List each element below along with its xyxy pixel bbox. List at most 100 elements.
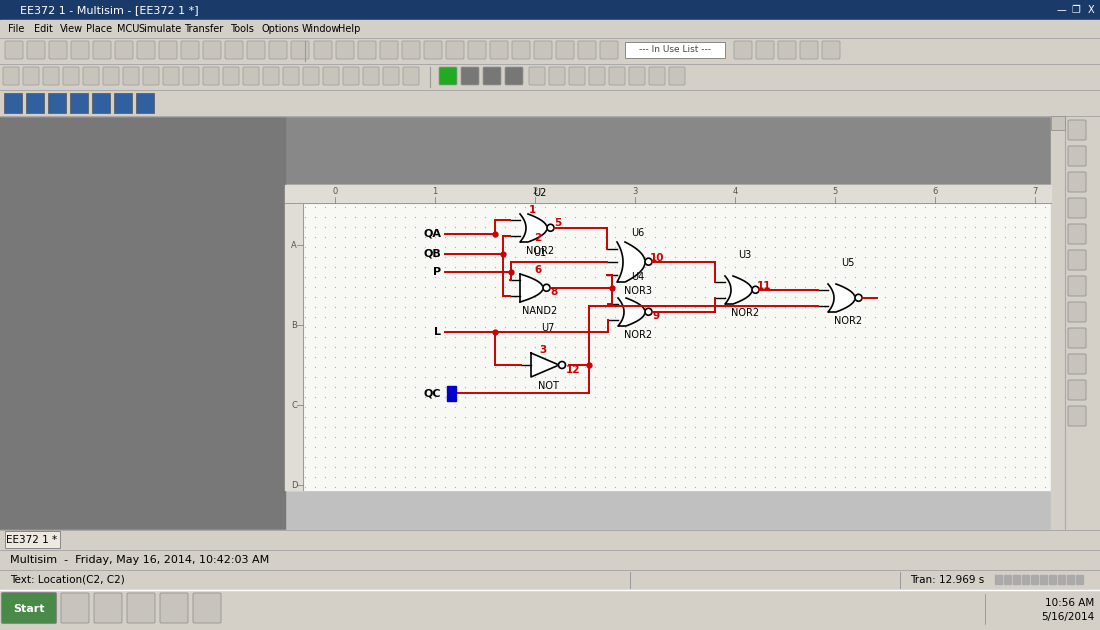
Point	[476, 202, 494, 212]
Point	[997, 332, 1014, 342]
Point	[916, 362, 934, 372]
Point	[706, 412, 724, 422]
Point	[466, 352, 484, 362]
Point	[526, 322, 543, 332]
Point	[316, 262, 333, 272]
Point	[856, 442, 873, 452]
Point	[966, 212, 983, 222]
Point	[306, 202, 323, 212]
Point	[866, 282, 883, 292]
Point	[1016, 422, 1034, 432]
Point	[777, 262, 794, 272]
Point	[376, 282, 394, 292]
Point	[657, 262, 674, 272]
FancyBboxPatch shape	[94, 41, 111, 59]
Point	[667, 422, 684, 432]
Point	[1006, 472, 1024, 482]
Point	[416, 302, 433, 312]
Point	[896, 292, 914, 302]
Point	[296, 232, 314, 242]
Point	[906, 412, 924, 422]
Point	[987, 252, 1004, 262]
Point	[736, 482, 754, 492]
Point	[616, 422, 634, 432]
Point	[536, 252, 553, 262]
Point	[676, 392, 694, 402]
Point	[466, 372, 484, 382]
Point	[946, 462, 964, 472]
Point	[746, 332, 763, 342]
FancyBboxPatch shape	[363, 67, 379, 85]
Point	[686, 452, 704, 462]
Point	[396, 202, 414, 212]
Point	[466, 462, 484, 472]
Bar	[114, 93, 132, 113]
Point	[657, 242, 674, 252]
Point	[626, 332, 644, 342]
Point	[576, 352, 594, 362]
Point	[726, 452, 744, 462]
Point	[366, 292, 384, 302]
Point	[337, 472, 354, 482]
Point	[966, 272, 983, 282]
Point	[576, 402, 594, 412]
Point	[657, 392, 674, 402]
Point	[576, 302, 594, 312]
Point	[476, 352, 494, 362]
Point	[696, 382, 714, 392]
Point	[856, 352, 873, 362]
Point	[686, 212, 704, 222]
Text: L: L	[434, 327, 441, 337]
Point	[566, 442, 584, 452]
FancyBboxPatch shape	[569, 67, 585, 85]
Point	[406, 222, 424, 232]
Point	[366, 272, 384, 282]
Point	[337, 462, 354, 472]
Point	[1036, 292, 1054, 302]
Point	[426, 482, 443, 492]
Point	[346, 442, 364, 452]
Point	[346, 282, 364, 292]
Text: --- In Use List ---: --- In Use List ---	[639, 45, 711, 55]
Point	[576, 242, 594, 252]
Point	[586, 382, 604, 392]
Point	[706, 282, 724, 292]
Point	[657, 382, 674, 392]
Point	[906, 262, 924, 272]
Point	[406, 282, 424, 292]
Point	[456, 412, 474, 422]
Point	[346, 412, 364, 422]
Point	[547, 342, 564, 352]
Point	[846, 352, 864, 362]
Point	[646, 422, 663, 432]
Point	[496, 232, 514, 242]
Point	[1026, 282, 1044, 292]
Point	[796, 352, 814, 362]
Point	[316, 442, 333, 452]
Point	[736, 332, 754, 342]
Point	[426, 312, 443, 322]
Point	[987, 272, 1004, 282]
Point	[997, 282, 1014, 292]
Point	[997, 452, 1014, 462]
Point	[606, 222, 624, 232]
Point	[786, 342, 804, 352]
Point	[557, 302, 574, 312]
Point	[816, 262, 834, 272]
Point	[626, 252, 644, 262]
Point	[1016, 232, 1034, 242]
Point	[346, 252, 364, 262]
Point	[756, 442, 773, 452]
Point	[486, 392, 504, 402]
Text: Start: Start	[13, 604, 45, 614]
FancyBboxPatch shape	[204, 41, 221, 59]
Point	[816, 352, 834, 362]
Point	[447, 312, 464, 322]
Point	[966, 342, 983, 352]
Text: —: —	[1056, 5, 1066, 15]
Point	[846, 322, 864, 332]
Point	[667, 242, 684, 252]
Point	[506, 262, 524, 272]
Point	[716, 312, 734, 322]
Point	[386, 322, 404, 332]
